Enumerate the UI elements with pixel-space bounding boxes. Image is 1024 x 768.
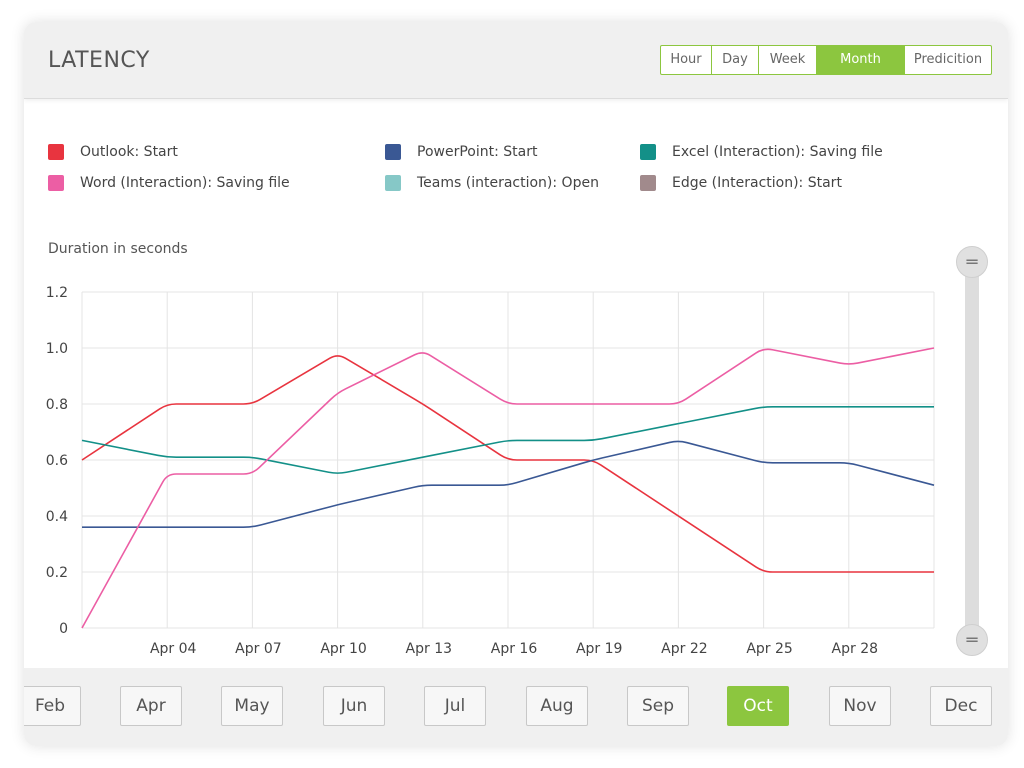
legend-swatch: [385, 175, 401, 191]
x-tick-label: Apr 13: [406, 641, 452, 657]
y-tick-label: 0.8: [46, 397, 68, 413]
card-header: LATENCY Hour Day Week Month Predicition: [24, 22, 1008, 99]
time-range-tabs: Hour Day Week Month Predicition: [660, 45, 992, 75]
x-tick-label: Apr 16: [491, 641, 538, 657]
chart-legend: Outlook: Start PowerPoint: Start Excel (…: [48, 142, 988, 212]
month-jun-button[interactable]: Jun: [323, 686, 385, 726]
legend-label: Outlook: Start: [80, 144, 178, 160]
month-jul-button[interactable]: Jul: [424, 686, 486, 726]
month-feb-button[interactable]: Feb: [24, 686, 81, 726]
legend-label: PowerPoint: Start: [417, 144, 538, 160]
legend-label: Edge (Interaction): Start: [672, 175, 842, 191]
legend-item-teams[interactable]: Teams (interaction): Open: [385, 173, 599, 193]
y-tick-label: 1.2: [46, 285, 68, 301]
y-tick-label: 0.6: [46, 453, 68, 469]
zoom-scroll-track[interactable]: [965, 262, 979, 640]
legend-swatch: [48, 144, 64, 160]
legend-swatch: [385, 144, 401, 160]
legend-swatch: [640, 144, 656, 160]
tab-week[interactable]: Week: [759, 46, 817, 74]
x-tick-label: Apr 25: [746, 641, 792, 657]
series-line-powerpoint-start: [82, 440, 935, 528]
legend-label: Word (Interaction): Saving file: [80, 175, 290, 191]
month-aug-button[interactable]: Aug: [526, 686, 588, 726]
x-tick-label: Apr 19: [576, 641, 622, 657]
legend-swatch: [640, 175, 656, 191]
y-tick-label: 1.0: [46, 341, 68, 357]
x-tick-label: Apr 22: [661, 641, 707, 657]
tab-month[interactable]: Month: [817, 46, 905, 74]
drag-handle-icon[interactable]: ═: [956, 246, 988, 278]
y-axis-title: Duration in seconds: [48, 241, 188, 257]
y-tick-label: 0.4: [46, 509, 68, 525]
tab-prediction[interactable]: Predicition: [913, 52, 983, 67]
legend-item-outlook[interactable]: Outlook: Start: [48, 142, 178, 162]
legend-item-word[interactable]: Word (Interaction): Saving file: [48, 173, 290, 193]
latency-card: LATENCY Hour Day Week Month Predicition …: [24, 22, 1008, 746]
tab-hour[interactable]: Hour: [661, 46, 712, 74]
legend-label: Teams (interaction): Open: [417, 175, 599, 191]
x-tick-label: Apr 04: [150, 641, 197, 657]
y-tick-label: 0: [59, 621, 68, 637]
series-line-excel-interaction-saving-file: [81, 406, 934, 474]
legend-swatch: [48, 175, 64, 191]
latency-line-chart: 0 0.2 0.4 0.6 0.8 1.0 1.2 Apr 04 Apr 07 Apr 10 Apr…: [46, 285, 935, 657]
drag-handle-icon[interactable]: ═: [956, 624, 988, 656]
x-tick-label: Apr 10: [320, 641, 366, 657]
page-title: LATENCY: [48, 48, 150, 73]
x-tick-label: Apr 07: [235, 641, 281, 657]
month-dec-button[interactable]: Dec: [930, 686, 992, 726]
series-line-outlook-start: [81, 355, 934, 573]
month-nov-button[interactable]: Nov: [829, 686, 891, 726]
month-sep-button[interactable]: Sep: [627, 686, 689, 726]
y-tick-label: 0.2: [46, 565, 68, 581]
legend-item-edge[interactable]: Edge (Interaction): Start: [640, 173, 842, 193]
x-tick-label: Apr 28: [832, 641, 878, 657]
month-may-button[interactable]: May: [221, 686, 283, 726]
series-line-word-interaction-saving-file: [81, 347, 935, 629]
month-apr-button[interactable]: Apr: [120, 686, 182, 726]
legend-item-excel[interactable]: Excel (Interaction): Saving file: [640, 142, 883, 162]
month-selector: Feb Apr May Jun Jul Aug Sep Oct Nov Dec: [24, 668, 1008, 746]
legend-item-powerpoint[interactable]: PowerPoint: Start: [385, 142, 537, 162]
legend-label: Excel (Interaction): Saving file: [672, 144, 883, 160]
tab-day[interactable]: Day: [712, 46, 759, 74]
month-oct-button[interactable]: Oct: [727, 686, 789, 726]
